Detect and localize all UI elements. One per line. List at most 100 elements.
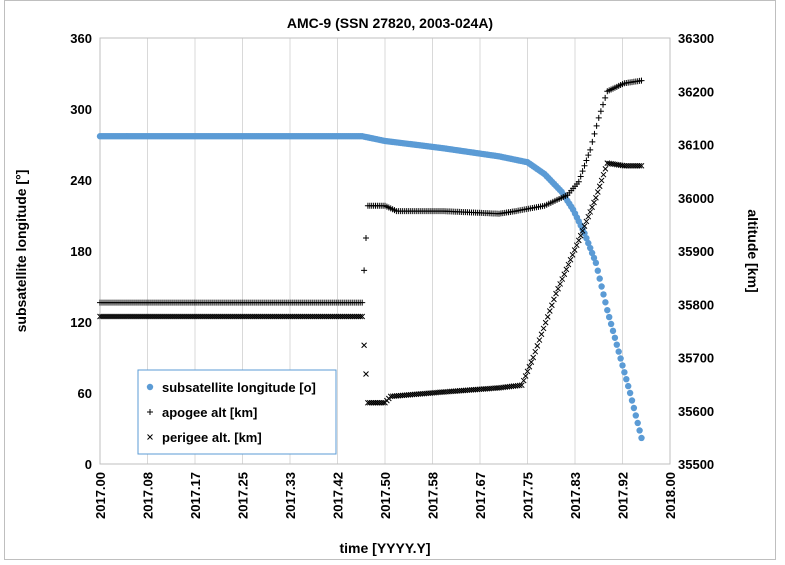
perigee-point bbox=[534, 343, 541, 349]
perigee-point bbox=[573, 242, 580, 249]
perigee-point bbox=[593, 194, 599, 201]
longitude-point bbox=[594, 267, 601, 274]
longitude-point bbox=[600, 291, 607, 298]
apogee-point bbox=[361, 267, 368, 274]
perigee-point bbox=[587, 209, 594, 215]
legend-label: perigee alt. [km] bbox=[162, 430, 262, 445]
perigee-point bbox=[567, 256, 574, 263]
longitude-point bbox=[625, 382, 632, 390]
series-cross bbox=[97, 160, 645, 406]
apogee-point bbox=[600, 101, 607, 108]
legend-marker bbox=[147, 434, 153, 440]
longitude-point bbox=[609, 327, 617, 335]
longitude-point bbox=[587, 244, 594, 252]
perigee-point bbox=[540, 325, 547, 332]
apogee-point bbox=[597, 108, 604, 115]
perigee-point bbox=[549, 302, 555, 309]
longitude-point bbox=[619, 362, 626, 369]
perigee-point bbox=[380, 399, 386, 406]
y2-axis-ticks: 35500 35600 35700 35800 35900 36000 36100 36200… bbox=[678, 31, 714, 472]
y2-tick-label: 35800 bbox=[678, 297, 714, 312]
perigee-point bbox=[575, 237, 582, 244]
perigee-point bbox=[563, 266, 570, 273]
legend: subsatellite longitude [o] apogee alt [km… bbox=[137, 369, 337, 455]
apogee-point bbox=[638, 77, 645, 84]
perigee-point bbox=[598, 177, 605, 184]
perigee-point bbox=[553, 290, 559, 297]
y2-tick-label: 36300 bbox=[678, 31, 714, 46]
perigee-point bbox=[536, 337, 543, 343]
y-axis-ticks: 0 60 120 180 240 300 360 bbox=[70, 31, 92, 472]
perigee-point bbox=[524, 368, 531, 375]
longitude-point bbox=[590, 254, 598, 262]
longitude-point bbox=[638, 434, 645, 442]
perigee-point bbox=[600, 171, 607, 178]
perigee-point bbox=[522, 373, 529, 379]
legend-label: apogee alt [km] bbox=[162, 405, 257, 420]
y-tick-label: 120 bbox=[70, 315, 92, 330]
longitude-point bbox=[604, 306, 611, 314]
perigee-point bbox=[581, 223, 588, 230]
apogee-point bbox=[575, 178, 582, 185]
apogee-point bbox=[579, 168, 586, 175]
longitude-point bbox=[628, 397, 636, 404]
y2-tick-label: 35500 bbox=[678, 457, 714, 472]
perigee-point bbox=[528, 359, 535, 365]
perigee-point bbox=[557, 281, 563, 287]
apogee-point bbox=[591, 130, 598, 137]
x-tick-label: 2017.58 bbox=[426, 472, 441, 519]
legend-marker bbox=[147, 409, 153, 415]
chart-frame bbox=[4, 0, 776, 560]
x-tick-label: 2017.83 bbox=[568, 472, 583, 519]
x-tick-label: 2017.92 bbox=[616, 472, 631, 519]
longitude-point bbox=[623, 375, 630, 383]
perigee-point bbox=[602, 166, 609, 172]
x-tick-label: 2017.08 bbox=[141, 472, 156, 519]
longitude-point bbox=[611, 334, 619, 341]
perigee-point bbox=[551, 296, 557, 303]
perigee-point bbox=[579, 228, 586, 234]
y-axis-title: subsatellite longitude [°] bbox=[13, 170, 29, 333]
chart-title: AMC-9 (SSN 27820, 2003-024A) bbox=[287, 15, 493, 31]
perigee-point bbox=[357, 313, 364, 320]
perigee-point bbox=[359, 313, 366, 320]
longitude-point bbox=[632, 412, 639, 419]
perigee-point bbox=[589, 204, 595, 211]
y-tick-label: 180 bbox=[70, 244, 92, 259]
x-tick-label: 2017.00 bbox=[93, 472, 108, 519]
longitude-point bbox=[636, 427, 643, 434]
longitude-point bbox=[634, 419, 641, 427]
perigee-point bbox=[596, 183, 603, 190]
apogee-point bbox=[581, 162, 588, 169]
longitude-point bbox=[607, 320, 615, 328]
longitude-point bbox=[588, 249, 596, 257]
longitude-point bbox=[602, 299, 609, 306]
perigee-point bbox=[516, 382, 523, 389]
data-marks bbox=[96, 77, 645, 442]
longitude-point bbox=[592, 259, 600, 267]
longitude-point bbox=[606, 313, 613, 321]
perigee-point bbox=[555, 285, 561, 292]
y2-axis-title: altitude [km] bbox=[745, 209, 761, 292]
y-tick-label: 360 bbox=[70, 31, 92, 46]
y2-tick-label: 35900 bbox=[678, 244, 714, 259]
perigee-point bbox=[526, 363, 533, 370]
longitude-point bbox=[596, 275, 603, 282]
apogee-point bbox=[583, 157, 590, 164]
perigee-point bbox=[361, 342, 367, 349]
apogee-point bbox=[577, 173, 584, 180]
perigee-point bbox=[532, 348, 539, 355]
longitude-point bbox=[621, 369, 628, 376]
y-tick-label: 240 bbox=[70, 173, 92, 188]
y-tick-label: 0 bbox=[85, 457, 92, 472]
apogee-point bbox=[589, 138, 596, 145]
longitude-point bbox=[598, 283, 605, 290]
apogee-point bbox=[359, 299, 366, 306]
y2-tick-label: 36100 bbox=[678, 138, 714, 153]
x-tick-label: 2017.33 bbox=[283, 472, 298, 519]
y-tick-label: 300 bbox=[70, 102, 92, 117]
perigee-point bbox=[518, 382, 525, 389]
y2-tick-label: 36000 bbox=[678, 191, 714, 206]
x-tick-label: 2017.50 bbox=[378, 472, 393, 519]
